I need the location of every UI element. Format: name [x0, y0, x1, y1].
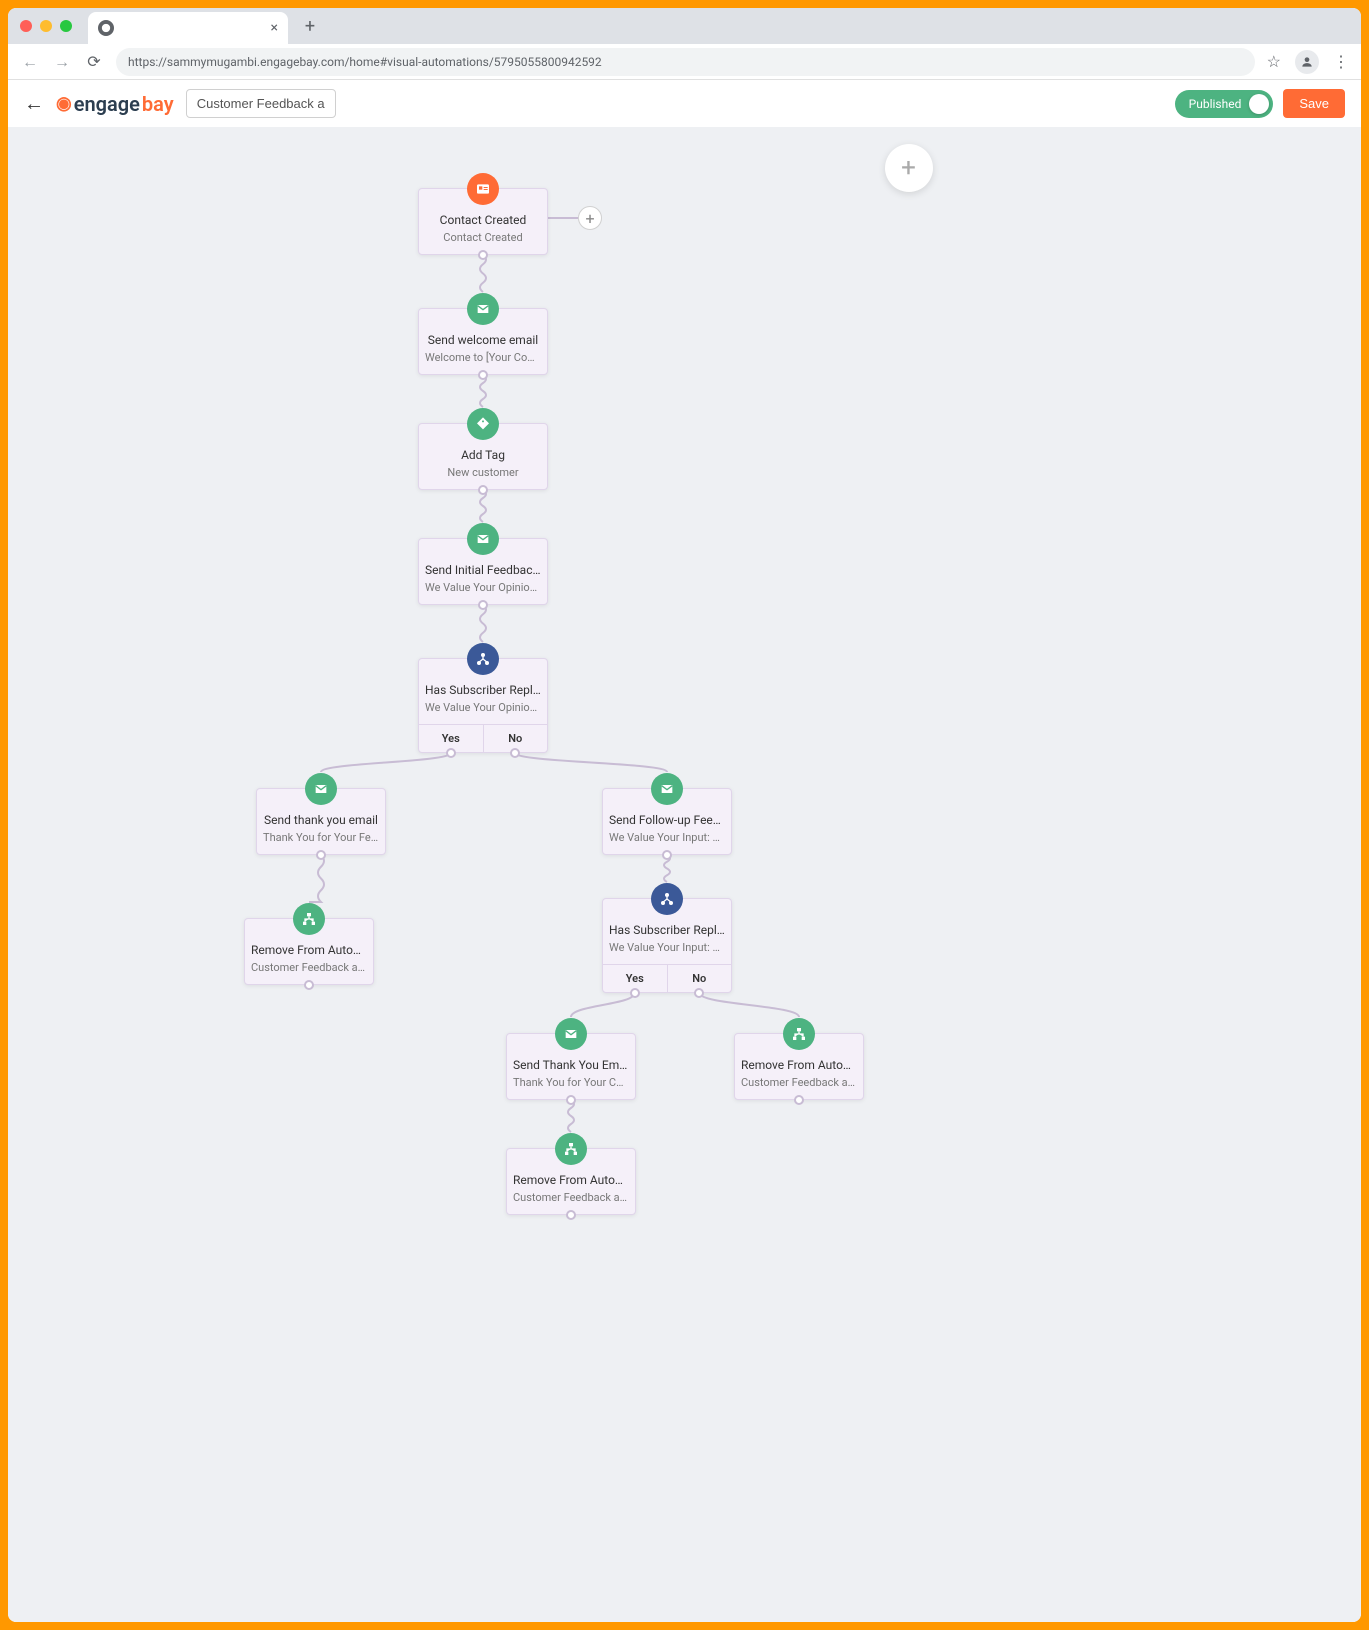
browser-tab[interactable]: × [88, 12, 288, 44]
node-subtitle: We Value Your Input: Ple... [603, 941, 731, 964]
port-icon [478, 370, 488, 380]
automation-canvas[interactable]: + Contact CreatedContact Created Send wel… [8, 128, 1361, 1622]
branch-icon [467, 643, 499, 675]
node-branches: YesNo [419, 724, 547, 752]
mail-icon [467, 293, 499, 325]
sitemap-icon [783, 1018, 815, 1050]
port-icon [304, 980, 314, 990]
tab-close-icon[interactable]: × [271, 20, 278, 36]
profile-icon[interactable] [1295, 50, 1319, 74]
logo-mark-icon: ◉ [56, 93, 72, 114]
toggle-knob [1249, 94, 1269, 114]
nav-back-icon[interactable]: ← [20, 52, 40, 72]
port-icon [478, 485, 488, 495]
node-title: Send welcome email [419, 325, 547, 351]
flow-node[interactable]: Remove From Automa...Customer Feedback a… [734, 1033, 864, 1100]
flow-node[interactable]: Send Thank You EmailThank You for Your C… [506, 1033, 636, 1100]
back-arrow-icon[interactable]: ← [24, 91, 44, 116]
port-icon [566, 1210, 576, 1220]
node-branches: YesNo [603, 964, 731, 992]
bookmark-star-icon[interactable]: ☆ [1267, 52, 1281, 71]
flow-node[interactable]: Remove From Automa...Customer Feedback a… [506, 1148, 636, 1215]
port-icon [510, 748, 520, 758]
node-title: Send Follow-up Feedb... [603, 805, 731, 831]
flow-node[interactable]: Send Follow-up Feedb...We Value Your Inp… [602, 788, 732, 855]
window-minimize-button[interactable] [40, 20, 52, 32]
sitemap-icon [555, 1133, 587, 1165]
new-tab-button[interactable]: + [296, 16, 324, 37]
node-title: Send Thank You Email [507, 1050, 635, 1076]
save-button[interactable]: Save [1283, 89, 1345, 118]
port-icon [662, 850, 672, 860]
browser-window: × + ← → ⟳ https://sammymugambi.engagebay… [8, 8, 1361, 1622]
flow-node[interactable]: Add TagNew customer [418, 423, 548, 490]
mail-icon [305, 773, 337, 805]
mail-icon [467, 523, 499, 555]
add-trigger-button[interactable]: + [885, 144, 933, 192]
mail-icon [555, 1018, 587, 1050]
node-title: Send thank you email [257, 805, 385, 831]
node-title: Has Subscriber Replied [419, 675, 547, 701]
port-icon [794, 1095, 804, 1105]
browser-tabbar: × + [8, 8, 1361, 44]
connectors-layer [8, 128, 1361, 1622]
app-header: ← ◉ engagebay Published Save [8, 80, 1361, 128]
flow-node[interactable]: Has Subscriber RepliedWe Value Your Opin… [418, 658, 548, 753]
tag-icon [467, 408, 499, 440]
window-close-button[interactable] [20, 20, 32, 32]
automation-name-input[interactable] [186, 89, 336, 118]
add-sibling-button[interactable]: + [578, 206, 602, 230]
contact-icon [467, 173, 499, 205]
window-controls [20, 20, 72, 32]
node-title: Remove From Automa... [735, 1050, 863, 1076]
node-title: Remove From Automa... [245, 935, 373, 961]
flow-node[interactable]: Has Subscriber RepliedWe Value Your Inpu… [602, 898, 732, 993]
flow-node[interactable]: Contact CreatedContact Created [418, 188, 548, 255]
logo-text-engage: engage [74, 92, 140, 116]
toolbar-actions: ☆ ⋮ [1267, 50, 1349, 74]
flow-node[interactable]: Remove From Automa...Customer Feedback a… [244, 918, 374, 985]
sitemap-icon [293, 903, 325, 935]
publish-label: Published [1189, 97, 1242, 111]
url-bar[interactable]: https://sammymugambi.engagebay.com/home#… [116, 48, 1255, 76]
window-maximize-button[interactable] [60, 20, 72, 32]
port-icon [446, 748, 456, 758]
node-title: Has Subscriber Replied [603, 915, 731, 941]
port-icon [630, 988, 640, 998]
node-title: Contact Created [419, 205, 547, 231]
node-subtitle: We Value Your Opinion: ... [419, 701, 547, 724]
branch-icon [651, 883, 683, 915]
tab-favicon-icon [98, 20, 114, 36]
node-title: Remove From Automa... [507, 1165, 635, 1191]
nav-reload-icon[interactable]: ⟳ [84, 52, 104, 71]
engagebay-logo[interactable]: ◉ engagebay [56, 92, 174, 116]
node-title: Add Tag [419, 440, 547, 466]
port-icon [566, 1095, 576, 1105]
flow-node[interactable]: Send Initial Feedback ...We Value Your O… [418, 538, 548, 605]
node-title: Send Initial Feedback ... [419, 555, 547, 581]
nav-forward-icon[interactable]: → [52, 52, 72, 72]
flow-node[interactable]: Send thank you emailThank You for Your F… [256, 788, 386, 855]
port-icon [478, 250, 488, 260]
mail-icon [651, 773, 683, 805]
browser-toolbar: ← → ⟳ https://sammymugambi.engagebay.com… [8, 44, 1361, 80]
port-icon [316, 850, 326, 860]
url-text: https://sammymugambi.engagebay.com/home#… [128, 55, 602, 69]
port-icon [478, 600, 488, 610]
flow-node[interactable]: Send welcome emailWelcome to [Your Comp.… [418, 308, 548, 375]
publish-toggle[interactable]: Published [1175, 90, 1274, 118]
browser-menu-icon[interactable]: ⋮ [1333, 52, 1349, 71]
port-icon [694, 988, 704, 998]
logo-text-bay: bay [142, 92, 174, 116]
